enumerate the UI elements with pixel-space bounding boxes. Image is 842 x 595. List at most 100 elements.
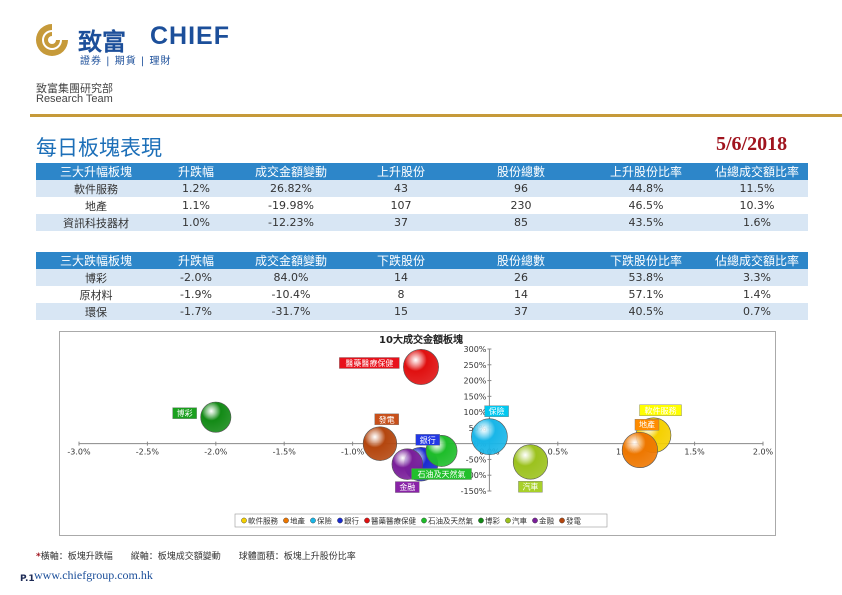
top-losers-table: 三大跌幅板塊 升跌幅 成交金額變動 下跌股份 股份總數 下跌股份比率 佔總成交額… [36, 252, 808, 320]
table-cell: 8 [346, 286, 456, 303]
top-gainers-table: 三大升幅板塊 升跌幅 成交金額變動 上升股份 股份總數 上升股份比率 佔總成交額… [36, 163, 808, 231]
table-cell: -19.98% [236, 197, 346, 214]
y-tick-label: 300% [464, 345, 487, 354]
bubble-2 [621, 431, 658, 469]
table-cell: 1.2% [156, 180, 236, 197]
y-tick-label: -100% [461, 471, 487, 480]
company-logo: 致富 CHIEF 證券 | 期貨 | 理財 [32, 20, 252, 70]
table-cell: -1.9% [156, 286, 236, 303]
table-cell: 96 [456, 180, 586, 197]
legend-marker [532, 517, 538, 524]
legend-item: 醫藥醫療保健 [371, 516, 416, 526]
legend-marker [478, 517, 484, 524]
bubble-label: 發電 [379, 415, 395, 424]
legend-item: 發電 [566, 517, 581, 526]
table-cell: 84.0% [236, 269, 346, 286]
website-link[interactable]: www.chiefgroup.com.hk [34, 568, 153, 582]
table-cell: 43 [346, 180, 456, 197]
table-cell: 環保 [36, 303, 156, 320]
column-header: 成交金額變動 [236, 252, 346, 269]
bubble-10 [362, 426, 398, 461]
column-header: 上升股份 [346, 163, 456, 180]
column-header: 三大跌幅板塊 [36, 252, 156, 269]
footnote-text: 橫軸：板塊升跌幅 縱軸：板塊成交額變動 球體面積：板塊上升股份比率 [40, 552, 356, 562]
bubble-label: 博彩 [177, 408, 193, 418]
bubble-7 [200, 401, 232, 433]
bubble-label: 地產 [639, 420, 655, 430]
department-name-cn: 致富集團研究部 [36, 82, 113, 95]
y-tick-label: 100% [464, 408, 487, 417]
report-date: 5/6/2018 [716, 133, 788, 155]
table-cell: 地產 [36, 197, 156, 214]
legend-box [234, 513, 608, 528]
swirl-logo-icon [36, 24, 68, 56]
table-header-row: 三大升幅板塊 升跌幅 成交金額變動 上升股份 股份總數 上升股份比率 佔總成交額… [36, 163, 808, 180]
legend-marker [337, 517, 343, 524]
table-cell: 85 [456, 214, 586, 231]
legend-marker [559, 517, 565, 524]
table-cell: 230 [456, 197, 586, 214]
table-cell: -31.7% [236, 303, 346, 320]
bubble-label-box [172, 407, 197, 419]
table-cell: 57.1% [586, 286, 706, 303]
x-tick-label: -1.0% [341, 448, 365, 457]
table-cell: 1.4% [706, 286, 808, 303]
bubble-label: 軟件服務 [645, 405, 677, 415]
table-row: 博彩 -2.0% 84.0% 14 26 53.8% 3.3% [36, 269, 808, 286]
page-title: 每日板塊表現 [36, 136, 162, 160]
table-cell: 37 [456, 303, 586, 320]
bubble-label: 金融 [399, 482, 415, 492]
table-cell: 26 [456, 269, 586, 286]
logo-tagline: 證券 | 期貨 | 理財 [80, 56, 172, 67]
legend-item: 石油及天然氣 [428, 516, 473, 526]
legend-marker [283, 517, 289, 524]
legend-item: 博彩 [485, 516, 500, 526]
bubble-label: 醫藥醫療保健 [345, 358, 393, 368]
column-header: 上升股份比率 [586, 163, 706, 180]
bubble-label-box [339, 357, 400, 369]
legend-marker [505, 517, 511, 524]
table-cell: 53.8% [586, 269, 706, 286]
table-cell: 原材料 [36, 286, 156, 303]
column-header: 升跌幅 [156, 163, 236, 180]
bubble-label-box [395, 481, 420, 493]
x-tick-label: 2.0% [753, 448, 774, 457]
legend-item: 汽車 [512, 516, 527, 526]
x-tick-label: -1.5% [273, 448, 297, 457]
table-cell: 37 [346, 214, 456, 231]
column-header: 股份總數 [456, 163, 586, 180]
table-cell: 107 [346, 197, 456, 214]
x-tick-label: 1.5% [684, 448, 705, 457]
department-name-en: Research Team [36, 93, 113, 105]
table-cell: 1.6% [706, 214, 808, 231]
table-cell: -10.4% [236, 286, 346, 303]
bubble-label-box [484, 405, 509, 417]
table-cell: 26.82% [236, 180, 346, 197]
table-cell: 資訊科技器材 [36, 214, 156, 231]
table-cell: -1.7% [156, 303, 236, 320]
table-cell: 3.3% [706, 269, 808, 286]
x-tick-label: -2.5% [136, 448, 160, 457]
y-tick-label: -50% [466, 455, 487, 464]
bubble-label-box [415, 434, 440, 446]
table-cell: 博彩 [36, 269, 156, 286]
column-header: 成交金額變動 [236, 163, 346, 180]
bubble-label-box [518, 481, 543, 493]
table-cell: 1.1% [156, 197, 236, 214]
table-cell: 14 [346, 269, 456, 286]
table-cell: 43.5% [586, 214, 706, 231]
chart-footnote: *橫軸：板塊升跌幅 縱軸：板塊成交額變動 球體面積：板塊上升股份比率 [36, 549, 356, 562]
table-header-row: 三大跌幅板塊 升跌幅 成交金額變動 下跌股份 股份總數 下跌股份比率 佔總成交額… [36, 252, 808, 269]
column-header: 佔總成交額比率 [706, 252, 808, 269]
table-cell: 軟件服務 [36, 180, 156, 197]
legend-marker [421, 517, 427, 524]
column-header: 下跌股份 [346, 252, 456, 269]
table-cell: 0.7% [706, 303, 808, 320]
bubble-label: 銀行 [420, 435, 436, 445]
y-tick-label: 150% [464, 392, 487, 401]
y-tick-label: -150% [461, 487, 487, 496]
table-row: 軟件服務 1.2% 26.82% 43 96 44.8% 11.5% [36, 180, 808, 197]
table-row: 地產 1.1% -19.98% 107 230 46.5% 10.3% [36, 197, 808, 214]
bubble-3 [471, 418, 508, 456]
logo-chinese-name: 致富 [78, 28, 126, 56]
